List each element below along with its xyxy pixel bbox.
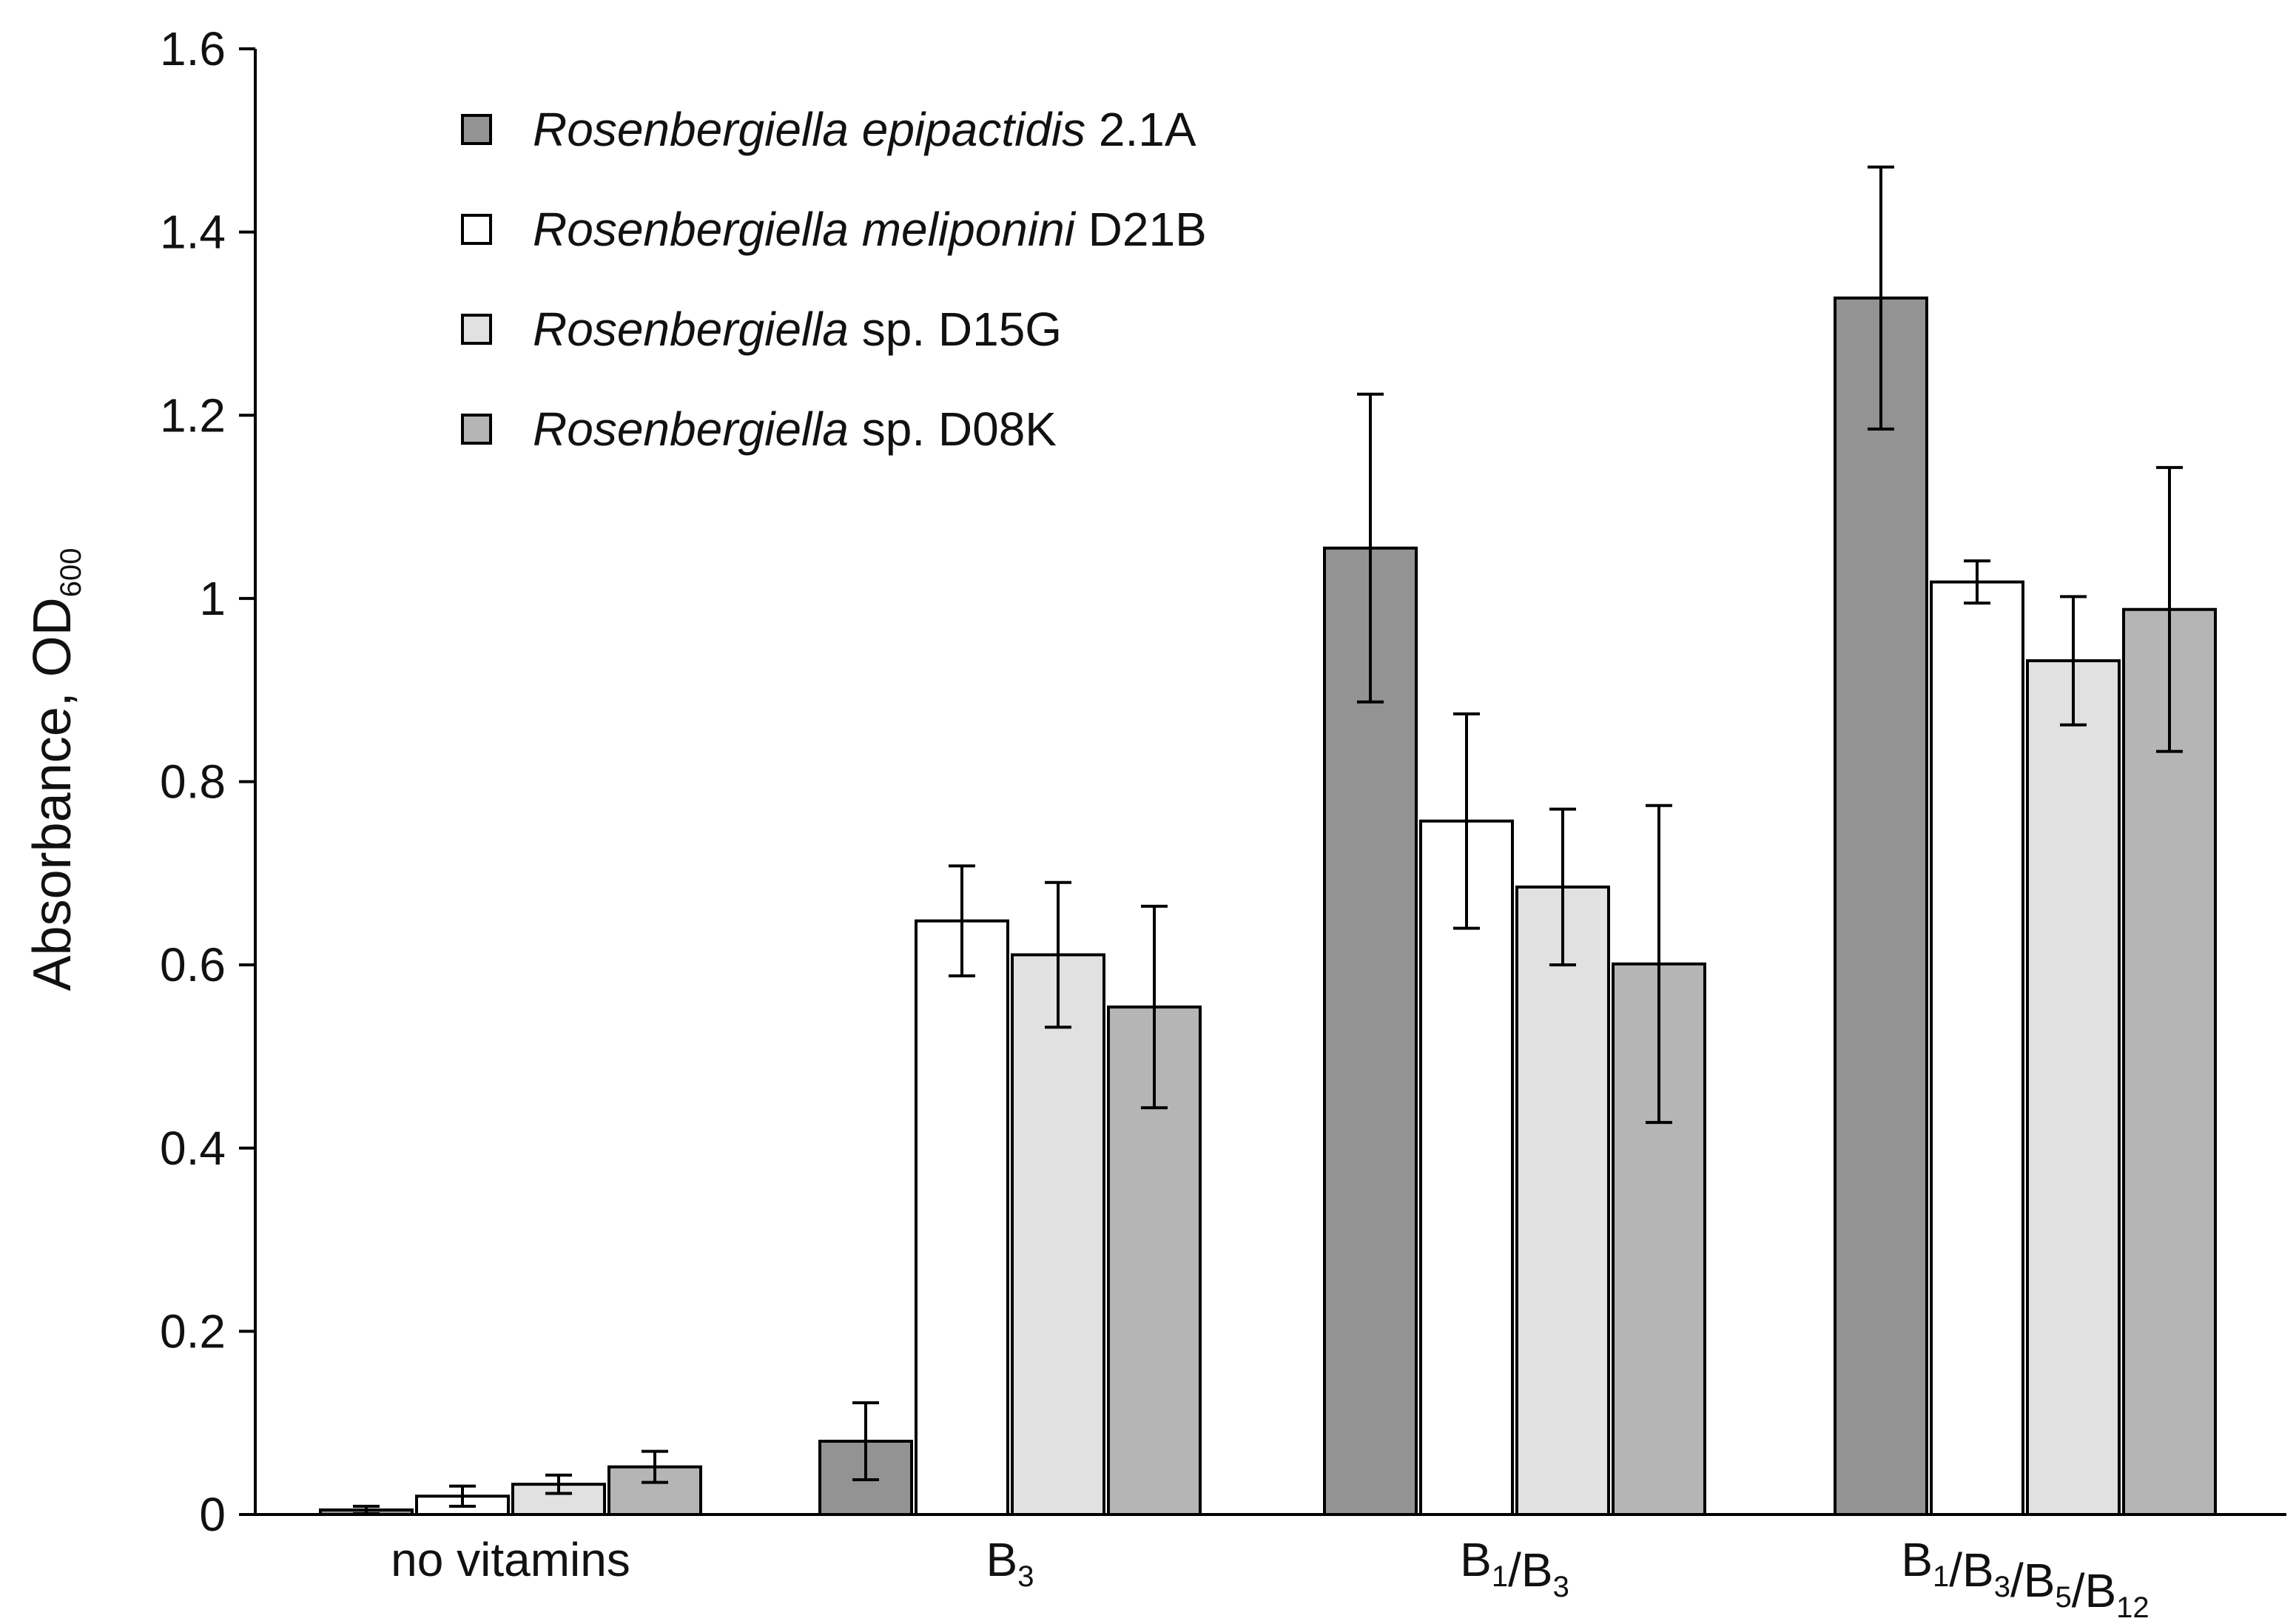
y-tick-label: 1.4 <box>160 206 226 259</box>
y-tick-label: 0.4 <box>160 1122 226 1175</box>
bar <box>1011 953 1105 1516</box>
y-tick-label: 0 <box>199 1488 226 1541</box>
bar <box>1930 580 2024 1516</box>
x-category-label: B1/B3/B5/B12 <box>1901 1533 2149 1624</box>
y-tick-label: 0.8 <box>160 755 226 809</box>
bar <box>1834 296 1928 1516</box>
y-axis-title-group: Absorbance, OD600 <box>23 547 87 991</box>
legend-label: Rosenbergiella sp. D08K <box>533 402 1057 456</box>
legend-label: Rosenbergiella epipactidis 2.1A <box>533 103 1196 156</box>
legend-swatch <box>461 414 492 445</box>
x-category-label: no vitamins <box>391 1533 630 1586</box>
bar <box>915 919 1009 1516</box>
y-tick-label: 0.2 <box>160 1304 226 1358</box>
legend-swatch <box>461 314 492 345</box>
legend-label: Rosenbergiella sp. D15G <box>533 303 1062 356</box>
error-bars-group <box>353 165 2183 1515</box>
legend-swatch <box>461 214 492 245</box>
x-category-label: B1/B3 <box>1460 1533 1569 1603</box>
bar <box>2026 659 2121 1516</box>
bar <box>1515 885 1610 1516</box>
y-axis: 0 0.2 0.4 0.6 0.8 1 1.2 1.4 1.6 <box>160 22 257 1541</box>
y-tick-label: 1.6 <box>160 22 226 75</box>
legend-swatch <box>461 114 492 145</box>
y-tick-label: 0.6 <box>160 938 226 991</box>
y-tick-label: 1 <box>199 572 226 625</box>
legend-label: Rosenbergiella meliponini D21B <box>533 203 1207 256</box>
legend: Rosenbergiella epipactidis 2.1A Rosenberg… <box>461 103 1207 456</box>
x-category-label: B3 <box>986 1533 1034 1593</box>
y-tick-label: 1.2 <box>160 388 226 442</box>
x-axis: no vitamins B3 B1/B3 B1/B3/B5/B12 <box>255 1513 2286 1624</box>
y-axis-title: Absorbance, OD600 <box>23 547 87 991</box>
bars-group <box>319 296 2217 1517</box>
